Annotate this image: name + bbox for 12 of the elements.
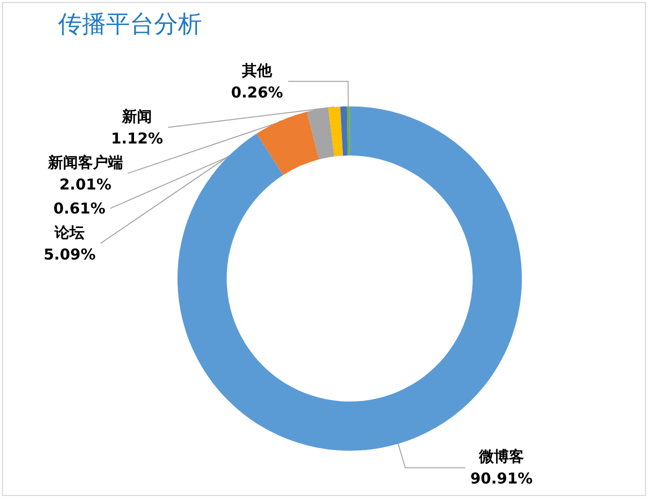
slice-label: 微博客: [478, 448, 524, 466]
slice-label: 其他: [241, 61, 274, 80]
data-label: 0.26%: [231, 83, 284, 102]
data-label: 1.12%: [110, 129, 163, 148]
chart-title: 传播平台分析: [58, 10, 202, 38]
data-label: 2.01%: [59, 175, 112, 194]
data-label: 0.61%: [53, 199, 106, 218]
slice-label: 新闻客户端: [46, 153, 123, 172]
data-label: 90.91%: [470, 470, 533, 488]
data-label: 5.09%: [44, 245, 96, 264]
slice-label: 论坛: [54, 223, 85, 242]
slice-label: 新闻: [120, 107, 152, 126]
